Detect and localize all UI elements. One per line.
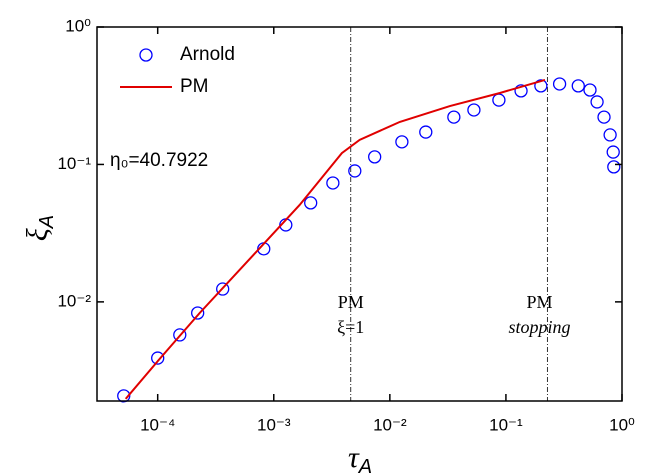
x-tick-label: 10⁻² — [373, 415, 407, 434]
reference-label: ξ=1 — [337, 317, 364, 337]
point — [583, 83, 597, 97]
point — [173, 328, 187, 342]
y-tick-label: 10⁻¹ — [57, 154, 91, 173]
point — [216, 282, 230, 296]
plot-frame — [96, 26, 623, 402]
point — [467, 103, 481, 117]
reference-label: PM — [526, 292, 552, 312]
point — [395, 135, 409, 149]
point — [606, 145, 620, 159]
point — [151, 351, 165, 365]
point — [419, 125, 433, 139]
legend-label: Arnold — [180, 44, 235, 65]
y-axis-sub: A — [36, 215, 58, 229]
point — [348, 164, 362, 178]
point — [447, 110, 461, 124]
legend-marker — [139, 48, 153, 62]
point — [191, 306, 205, 320]
y-axis-label: ξA — [21, 215, 58, 241]
x-axis-label: τA — [348, 441, 372, 476]
reference-label: stopping — [508, 317, 570, 337]
point — [514, 84, 528, 98]
point — [304, 196, 318, 210]
point — [552, 77, 567, 91]
legend-label: PM — [180, 76, 209, 97]
x-tick-label: 10⁰ — [609, 415, 635, 434]
point — [368, 150, 382, 164]
reference-label: PM — [338, 292, 364, 312]
point — [571, 79, 585, 93]
point — [117, 389, 131, 403]
y-tick-label: 10⁻² — [57, 291, 91, 310]
y-axis-symbol: ξ — [21, 228, 54, 241]
annotation: η₀=40.7922 — [110, 150, 208, 171]
x-axis-symbol: τ — [348, 441, 360, 474]
point — [492, 93, 506, 107]
point — [603, 128, 617, 142]
point — [607, 160, 621, 174]
point — [590, 95, 604, 109]
x-axis-sub: A — [358, 456, 372, 476]
x-tick-label: 10⁻³ — [257, 415, 291, 434]
x-tick-label: 10⁻⁴ — [140, 415, 175, 434]
x-tick-label: 10⁻¹ — [489, 415, 523, 434]
y-tick-label: 10⁰ — [65, 16, 91, 35]
point — [326, 176, 340, 190]
point — [597, 110, 611, 124]
point — [534, 79, 548, 93]
line — [124, 78, 546, 400]
